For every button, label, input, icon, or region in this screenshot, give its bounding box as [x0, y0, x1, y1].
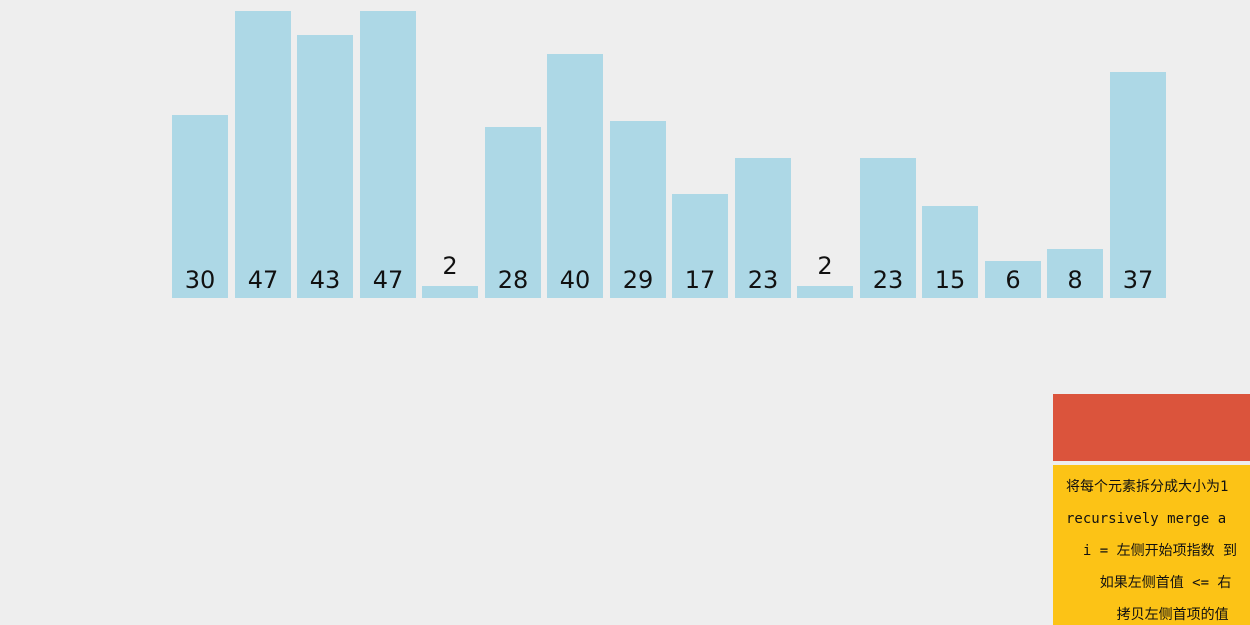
bar-value-label: 6 — [1005, 266, 1021, 294]
bar-value-label: 17 — [684, 266, 716, 294]
array-bar — [672, 194, 728, 298]
array-bar — [1110, 72, 1166, 298]
pseudocode-line: 将每个元素拆分成大小为1 — [1066, 479, 1229, 495]
bar-value-label: 47 — [247, 266, 279, 294]
bar-value-label: 43 — [309, 266, 341, 294]
array-bar — [610, 121, 666, 298]
bar-value-label: 15 — [934, 266, 966, 294]
pseudocode-line: 如果左侧首值 <= 右 — [1066, 575, 1232, 591]
array-bar — [485, 127, 541, 298]
bar-value-label: 2 — [442, 252, 458, 280]
array-bar — [360, 11, 416, 298]
array-bar — [860, 158, 916, 298]
pseudocode-panel: 将每个元素拆分成大小为1 recursively merge a i = 左侧开始… — [1053, 465, 1250, 625]
bar-value-label: 23 — [747, 266, 779, 294]
pseudocode-line: i = 左侧开始项指数 到 — [1066, 543, 1238, 559]
status-panel — [1053, 394, 1250, 461]
pseudocode-line: 拷贝左侧首项的值 — [1066, 607, 1229, 623]
pseudocode-line: recursively merge a — [1066, 511, 1227, 527]
array-bar — [922, 206, 978, 298]
array-bar — [985, 261, 1041, 298]
bar-value-label: 29 — [622, 266, 654, 294]
array-bar — [172, 115, 228, 298]
array-bar — [1047, 249, 1103, 298]
bar-value-label: 28 — [497, 266, 529, 294]
array-bar — [422, 286, 478, 298]
bar-value-label: 30 — [184, 266, 216, 294]
bar-value-label: 47 — [372, 266, 404, 294]
bar-value-label: 8 — [1067, 266, 1083, 294]
array-bar — [547, 54, 603, 298]
bar-value-label: 2 — [817, 252, 833, 280]
array-bar — [797, 286, 853, 298]
bar-value-label: 23 — [872, 266, 904, 294]
bar-value-label: 37 — [1122, 266, 1154, 294]
array-bar — [235, 11, 291, 298]
bar-value-label: 40 — [559, 266, 591, 294]
array-bar — [297, 35, 353, 298]
bar-chart: 30 47 43 47 2 28 40 29 17 23 2 23 15 6 8 37 — [172, 11, 1166, 298]
array-bar — [735, 158, 791, 298]
